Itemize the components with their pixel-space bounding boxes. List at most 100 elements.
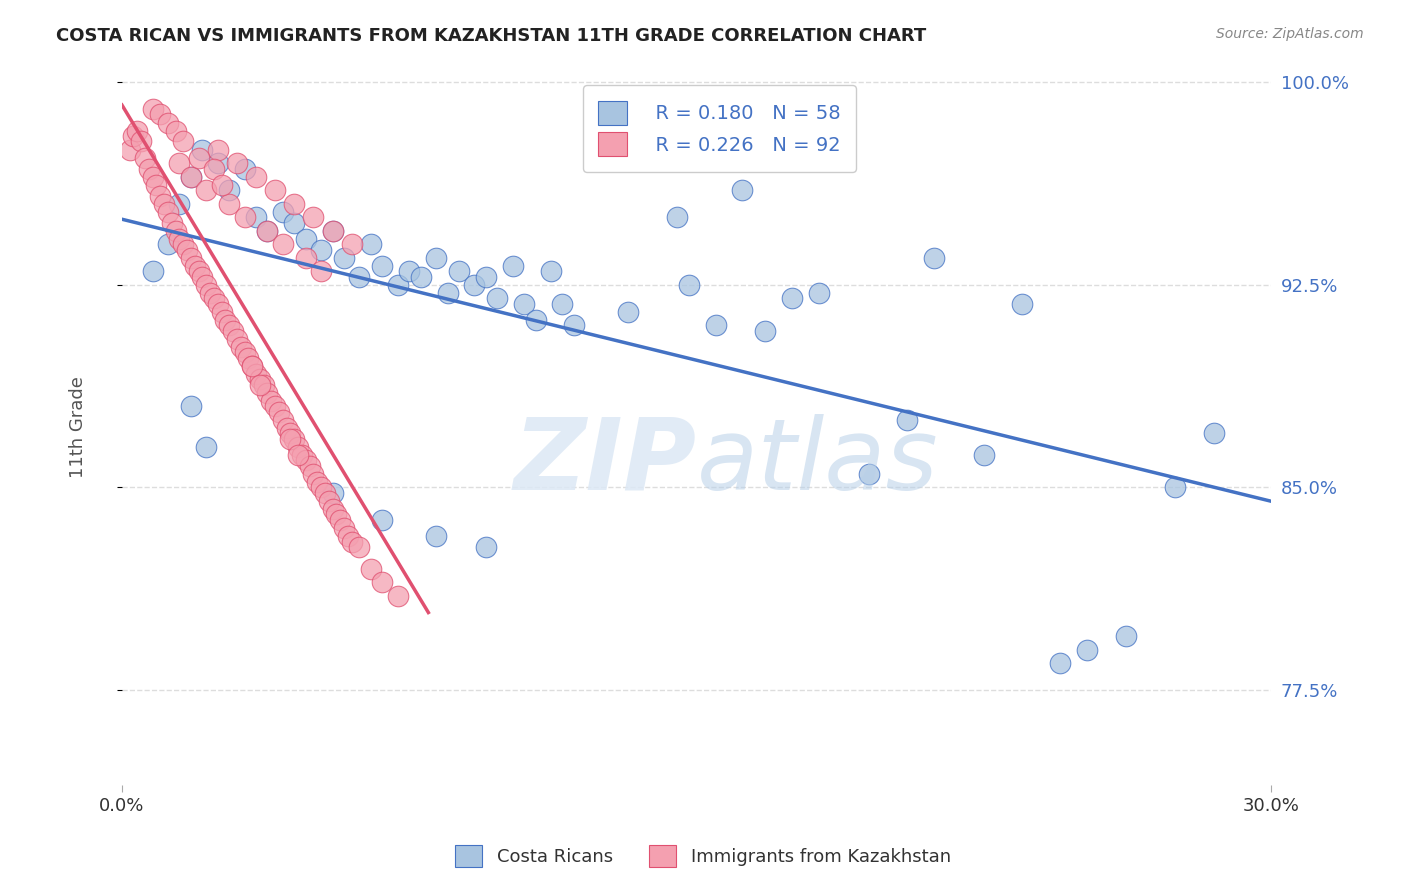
Point [436,285,458,300]
Point [138,161,160,176]
Point [294,453,316,467]
Point [808,285,831,300]
Point [233,161,256,176]
Point [218,183,240,197]
Point [666,210,689,224]
Point [153,196,176,211]
Point [218,318,240,333]
Point [127,124,149,138]
Point [513,296,536,310]
Point [169,232,191,246]
Point [1076,642,1098,657]
Point [371,259,394,273]
Point [486,291,509,305]
Point [271,237,294,252]
Point [463,277,485,292]
Point [225,156,247,170]
Point [754,324,776,338]
Point [322,502,344,516]
Point [322,224,344,238]
Point [562,318,585,333]
Point [207,296,229,310]
Point [183,259,205,273]
Point [287,440,309,454]
Point [267,405,290,419]
Point [360,237,382,252]
Point [1011,296,1033,310]
Point [349,269,371,284]
Point [731,183,754,197]
Point [294,232,316,246]
Y-axis label: 11th Grade: 11th Grade [69,376,87,477]
Point [240,359,263,373]
Point [287,448,309,462]
Point [1115,629,1137,643]
Point [202,161,225,176]
Point [229,340,252,354]
Point [253,377,276,392]
Point [678,277,700,292]
Point [134,151,156,165]
Point [180,251,202,265]
Point [256,224,278,238]
Point [524,313,547,327]
Point [156,237,179,252]
Point [314,486,336,500]
Point [165,124,187,138]
Point [156,204,179,219]
Point [704,318,727,333]
Text: Source: ZipAtlas.com: Source: ZipAtlas.com [1216,27,1364,41]
Point [540,264,562,278]
Point [858,467,880,481]
Point [280,426,302,441]
Point [780,291,803,305]
Point [1049,656,1071,670]
Point [616,305,638,319]
Point [280,432,302,446]
Point [172,237,194,252]
Point [176,243,198,257]
Point [211,178,233,192]
Point [233,210,256,224]
Point [260,394,283,409]
Point [360,561,382,575]
Point [291,448,314,462]
Point [294,251,316,265]
Point [973,448,995,462]
Point [387,277,409,292]
Point [180,169,202,184]
Point [180,400,202,414]
Point [156,115,179,129]
Point [371,513,394,527]
Point [211,305,233,319]
Point [180,169,202,184]
Point [187,264,209,278]
Point [340,534,363,549]
Point [307,475,329,489]
Point [298,458,321,473]
Text: ZIP: ZIP [513,414,696,511]
Point [276,421,298,435]
Point [245,367,267,381]
Point [122,129,145,144]
Point [195,183,218,197]
Point [322,486,344,500]
Point [475,540,498,554]
Point [225,332,247,346]
Point [149,188,172,202]
Point [302,210,325,224]
Point [922,251,945,265]
Point [283,196,305,211]
Point [309,264,332,278]
Point [142,264,165,278]
Point [142,169,165,184]
Point [325,508,347,522]
Point [371,575,394,590]
Point [333,521,356,535]
Point [245,210,267,224]
Point [195,277,218,292]
Point [283,432,305,446]
Point [129,135,152,149]
Point [409,269,432,284]
Point [195,440,218,454]
